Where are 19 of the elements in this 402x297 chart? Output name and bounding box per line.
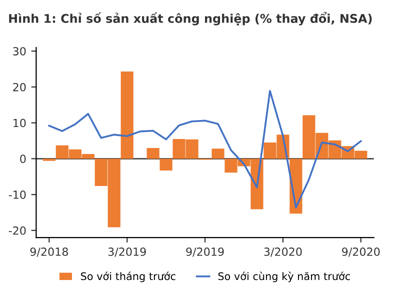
y-tick-label: 0 <box>20 154 26 164</box>
y-tick-label: -20 <box>8 226 26 235</box>
legend-label: So với tháng trước <box>80 272 176 282</box>
y-tick-label: 10 <box>14 118 26 128</box>
y-tick-label: -10 <box>8 190 26 199</box>
x-tick-label: 3/2019 <box>108 248 146 257</box>
chart-title: Hình 1: Chỉ số sản xuất công nghiệp (% thay đổi, NSA) <box>9 12 372 26</box>
legend-label: So với cùng kỳ năm trước <box>218 272 350 282</box>
x-tick-label: 9/2018 <box>30 248 68 257</box>
bar <box>160 158 172 171</box>
x-tick-label: 9/2019 <box>186 248 224 257</box>
line-series <box>48 90 362 208</box>
x-tick-label: 3/2020 <box>264 248 302 257</box>
x-tick-label: 9/2020 <box>342 248 380 257</box>
bar <box>146 148 160 159</box>
y-tick-label: 30 <box>13 47 26 56</box>
bar <box>120 72 134 159</box>
y-tick-label: 20 <box>13 82 26 92</box>
bar <box>212 148 224 159</box>
